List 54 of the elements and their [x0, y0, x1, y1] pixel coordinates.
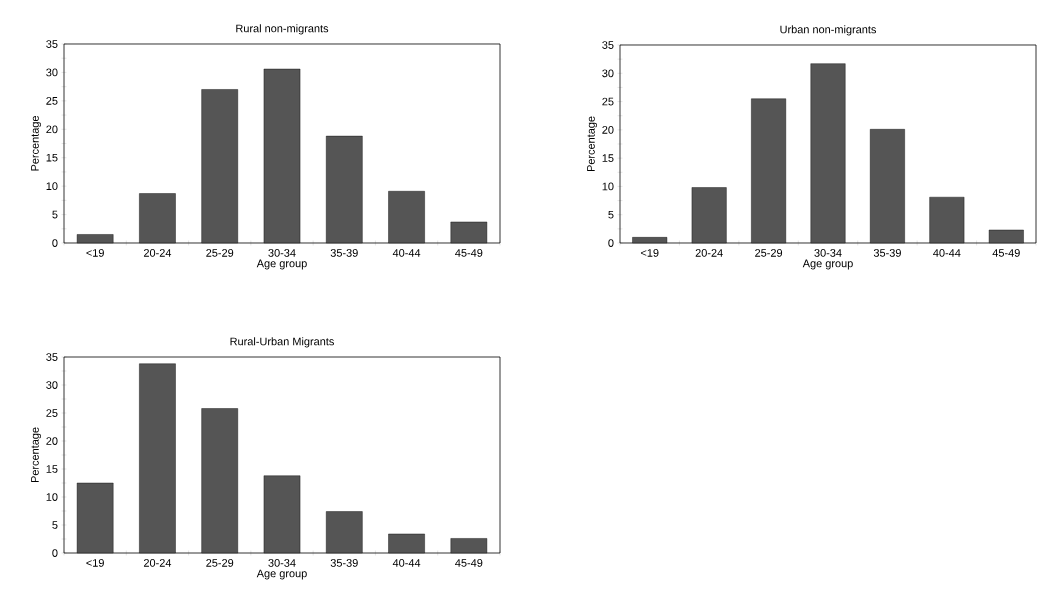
y-tick-label: 15 — [602, 154, 614, 162]
y-tick-label: 15 — [46, 465, 58, 473]
x-tick-label: 25-29 — [206, 559, 234, 567]
y-tick-label: 20 — [602, 125, 614, 134]
x-axis-title: Age group — [802, 259, 853, 270]
y-tick-label: 0 — [608, 239, 614, 247]
y-tick-label: 30 — [46, 381, 58, 389]
x-tick-label: 40-44 — [933, 249, 961, 257]
x-tick-label: <19 — [640, 249, 659, 257]
x-tick-label: 30-34 — [268, 249, 296, 257]
x-tick-label: <19 — [86, 559, 104, 567]
y-tick-label: 10 — [602, 182, 614, 191]
x-tick-label: 30-34 — [814, 249, 842, 257]
chart-title: Rural-Urban Migrants — [230, 337, 334, 348]
y-tick-label: 25 — [602, 97, 614, 106]
y-axis-title: Percentage — [587, 116, 597, 172]
y-tick-label: 5 — [52, 521, 58, 529]
y-tick-label: 0 — [52, 239, 58, 247]
y-tick-label: 30 — [46, 68, 58, 77]
y-tick-label: 5 — [608, 210, 614, 219]
x-tick-label: 20-24 — [143, 559, 172, 567]
x-tick-label: 40-44 — [392, 249, 421, 257]
y-tick-label: 25 — [46, 96, 58, 105]
x-tick-label: 45-49 — [455, 559, 483, 567]
y-tick-label: 20 — [46, 125, 58, 134]
x-tick-label: <19 — [86, 249, 104, 257]
y-tick-label: 10 — [46, 493, 58, 501]
y-tick-label: 30 — [602, 69, 614, 78]
y-tick-label: 15 — [46, 153, 58, 162]
chart-title: Urban non-migrants — [780, 25, 877, 36]
y-axis-title: Percentage — [31, 427, 41, 483]
y-tick-label: 0 — [52, 549, 58, 557]
x-tick-label: 20-24 — [695, 249, 723, 257]
x-axis-title: Age group — [256, 569, 307, 580]
x-tick-label: 40-44 — [392, 559, 421, 567]
x-tick-label: 20-24 — [143, 249, 172, 257]
x-axis-title: Age group — [256, 259, 307, 270]
y-tick-label: 35 — [46, 353, 58, 361]
y-tick-label: 5 — [52, 210, 58, 219]
x-tick-label: 25-29 — [755, 249, 783, 257]
x-tick-label: 45-49 — [992, 249, 1020, 257]
chart-title: Rural non-migrants — [236, 24, 329, 35]
x-tick-label: 45-49 — [455, 249, 483, 257]
y-tick-label: 35 — [46, 40, 58, 48]
x-tick-label: 25-29 — [206, 249, 234, 257]
y-tick-label: 10 — [46, 182, 58, 191]
x-tick-label: 30-34 — [268, 559, 296, 567]
y-tick-label: 25 — [46, 409, 58, 417]
y-tick-label: 35 — [602, 41, 614, 49]
x-tick-label: 35-39 — [330, 249, 358, 257]
y-axis-title: Percentage — [31, 115, 41, 171]
y-tick-label: 20 — [46, 437, 58, 445]
x-tick-label: 35-39 — [330, 559, 358, 567]
x-tick-label: 35-39 — [873, 249, 901, 257]
